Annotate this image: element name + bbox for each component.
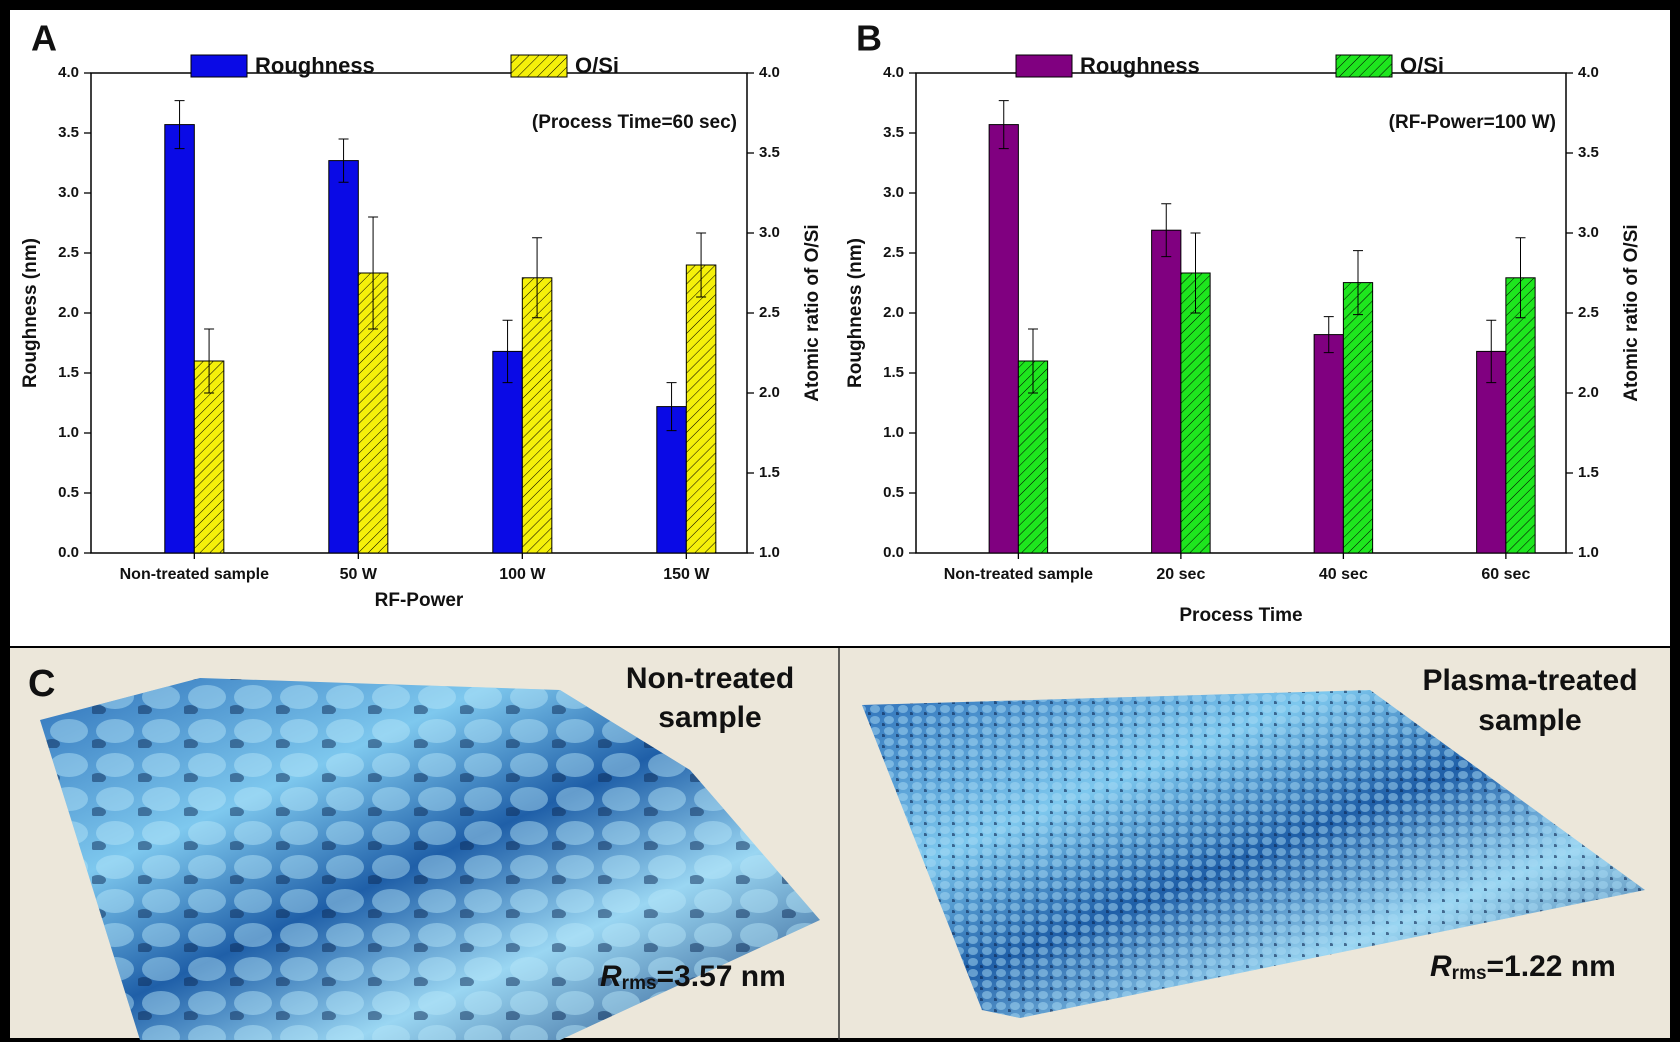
y2-tick-label: 1.5 — [1578, 464, 1599, 481]
y2-axis-label: Atomic ratio of O/Si — [802, 224, 823, 401]
y2-tick-label: 2.5 — [759, 304, 780, 321]
y-tick-label: 0.0 — [58, 544, 79, 561]
panel-c: C Non-treated sample Rrms=3.57 nm Plasma… — [28, 662, 1645, 1040]
y-tick-label: 3.5 — [58, 124, 79, 141]
annotation: (RF-Power=100 W) — [1389, 112, 1556, 133]
bar — [988, 124, 1019, 554]
y2-tick-label: 2.0 — [1578, 384, 1599, 401]
bar — [164, 124, 195, 554]
error-bar — [502, 319, 513, 384]
y-axis-label: Roughness (nm) — [20, 238, 41, 388]
panel-label: B — [856, 18, 882, 59]
bar — [492, 350, 523, 554]
bar — [1151, 229, 1182, 554]
y2-tick-label: 3.0 — [759, 224, 780, 241]
error-bar — [368, 216, 379, 330]
y2-tick-label: 1.5 — [759, 464, 780, 481]
image-title: Non-treated — [626, 662, 794, 695]
bar-hatch — [1180, 273, 1211, 553]
error-bar — [338, 138, 349, 183]
chart-background — [10, 10, 1670, 646]
image-title: Plasma-treated — [1422, 664, 1637, 697]
error-bar — [1028, 328, 1038, 394]
panel-label: C — [28, 663, 55, 705]
y-tick-label: 3.0 — [883, 184, 904, 201]
legend-label: Roughness — [255, 53, 375, 78]
y-tick-label: 4.0 — [883, 64, 904, 81]
bar-hatch — [686, 265, 716, 553]
bar-hatch — [1343, 282, 1373, 553]
y2-tick-label: 3.5 — [1578, 144, 1599, 161]
error-bar — [1161, 203, 1172, 258]
legend-swatch — [190, 54, 248, 78]
y2-axis-label: Atomic ratio of O/Si — [1621, 224, 1642, 401]
panel-label: A — [31, 18, 57, 59]
y2-tick-label: 1.0 — [759, 544, 780, 561]
bar — [1313, 334, 1344, 554]
y-tick-label: 3.5 — [883, 124, 904, 141]
bar — [328, 160, 359, 554]
y-tick-label: 2.5 — [58, 244, 79, 261]
error-bar — [532, 237, 543, 319]
bar-hatch — [522, 277, 552, 553]
y-tick-label: 3.0 — [58, 184, 79, 201]
x-tick-label: 50 W — [340, 566, 378, 583]
y-tick-label: 1.0 — [883, 424, 904, 441]
y2-tick-label: 3.5 — [759, 144, 780, 161]
charts: A (Process Time=60 sec) RF-Power Roughness … — [20, 18, 1642, 627]
legend-label: Roughness — [1080, 53, 1200, 78]
y-tick-label: 0.5 — [58, 484, 79, 501]
error-bar — [1323, 316, 1334, 354]
y2-tick-label: 4.0 — [1578, 64, 1599, 81]
legend-hatch — [511, 55, 567, 77]
error-bar — [204, 328, 215, 394]
error-bar — [174, 100, 185, 150]
legend-swatch — [1015, 54, 1073, 78]
y-axis-label: Roughness (nm) — [845, 238, 866, 388]
annotation: (Process Time=60 sec) — [532, 112, 737, 133]
error-bar — [998, 100, 1009, 150]
y-tick-label: 0.5 — [883, 484, 904, 501]
y-tick-label: 4.0 — [58, 64, 79, 81]
image-title: sample — [1478, 704, 1581, 737]
rms-label: Rrms=1.22 nm — [1430, 950, 1616, 984]
x-tick-label: Non-treated sample — [120, 566, 269, 583]
x-tick-label: 60 sec — [1481, 566, 1530, 583]
x-tick-label: 20 sec — [1156, 566, 1205, 583]
y2-tick-label: 2.0 — [759, 384, 780, 401]
y-tick-label: 2.5 — [883, 244, 904, 261]
x-axis-label: RF-Power — [375, 590, 464, 611]
y-tick-label: 1.5 — [58, 364, 79, 381]
error-bar — [1515, 237, 1526, 319]
y-tick-label: 1.5 — [883, 364, 904, 381]
afm-texture — [862, 690, 1645, 1018]
image-title: sample — [658, 701, 761, 734]
legend-label: O/Si — [575, 53, 619, 78]
afm-texture — [40, 678, 820, 1040]
y-tick-label: 0.0 — [883, 544, 904, 561]
y2-tick-label: 2.5 — [1578, 304, 1599, 321]
y-tick-label: 2.0 — [883, 304, 904, 321]
y-tick-label: 2.0 — [58, 304, 79, 321]
error-bar — [1486, 319, 1497, 384]
y2-tick-label: 3.0 — [1578, 224, 1599, 241]
legend-hatch — [1336, 55, 1392, 77]
x-axis-label: Process Time — [1179, 605, 1302, 626]
error-bar — [1353, 250, 1363, 316]
error-bar — [666, 382, 677, 432]
error-bar — [1190, 232, 1201, 314]
bar-hatch — [1505, 277, 1536, 553]
x-tick-label: 150 W — [663, 566, 710, 583]
x-tick-label: 40 sec — [1319, 566, 1368, 583]
bar — [1476, 350, 1507, 554]
x-tick-label: Non-treated sample — [944, 566, 1093, 583]
y2-tick-label: 4.0 — [759, 64, 780, 81]
x-tick-label: 100 W — [499, 566, 546, 583]
error-bar — [696, 232, 707, 298]
y2-tick-label: 1.0 — [1578, 544, 1599, 561]
legend-label: O/Si — [1400, 53, 1444, 78]
y-tick-label: 1.0 — [58, 424, 79, 441]
rms-label: Rrms=3.57 nm — [600, 960, 786, 994]
